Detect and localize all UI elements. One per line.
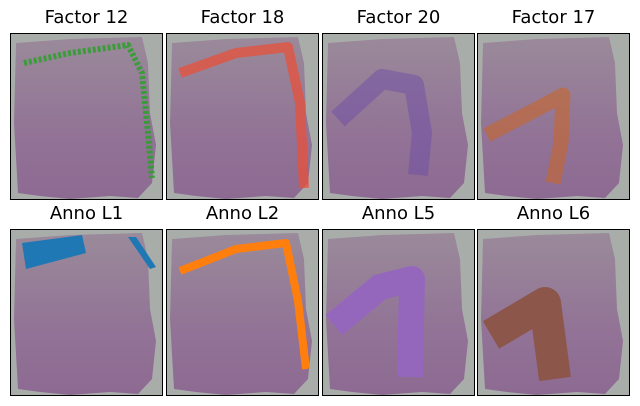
panel-title: Anno L6 <box>517 203 590 224</box>
panel-title: Anno L5 <box>362 203 435 224</box>
panel-title: Anno L1 <box>50 203 123 224</box>
panel-frame <box>166 229 319 396</box>
panel-frame <box>322 33 475 200</box>
panel <box>477 33 630 200</box>
panel-title: Factor 18 <box>201 7 285 28</box>
region-overlay <box>331 69 432 176</box>
panel-frame <box>477 33 630 200</box>
panel-frame <box>10 229 163 396</box>
panel <box>477 229 630 396</box>
tissue <box>170 233 312 395</box>
panel-title: Anno L2 <box>206 203 279 224</box>
region-overlay <box>22 235 156 269</box>
panel <box>10 33 163 200</box>
panel-frame <box>322 229 475 396</box>
region-overlay <box>483 87 571 185</box>
region-overlay <box>178 239 310 370</box>
panel-title: Factor 20 <box>357 7 441 28</box>
panel <box>322 229 475 396</box>
panel <box>166 33 319 200</box>
region-overlay <box>482 287 571 382</box>
tissue <box>14 37 156 199</box>
panel-title: Factor 17 <box>512 7 596 28</box>
region-overlay <box>23 42 155 179</box>
panel <box>10 229 163 396</box>
panel <box>166 229 319 396</box>
region-overlay <box>325 266 425 378</box>
panel-title: Factor 12 <box>45 7 129 28</box>
panel <box>322 33 475 200</box>
tissue <box>170 37 312 199</box>
panel-frame <box>477 229 630 396</box>
tissue <box>326 37 468 199</box>
panel-frame <box>166 33 319 200</box>
tissue <box>14 233 156 395</box>
panel-frame <box>10 33 163 200</box>
tissue <box>481 37 623 199</box>
tissue <box>326 233 468 395</box>
region-overlay <box>178 42 309 189</box>
